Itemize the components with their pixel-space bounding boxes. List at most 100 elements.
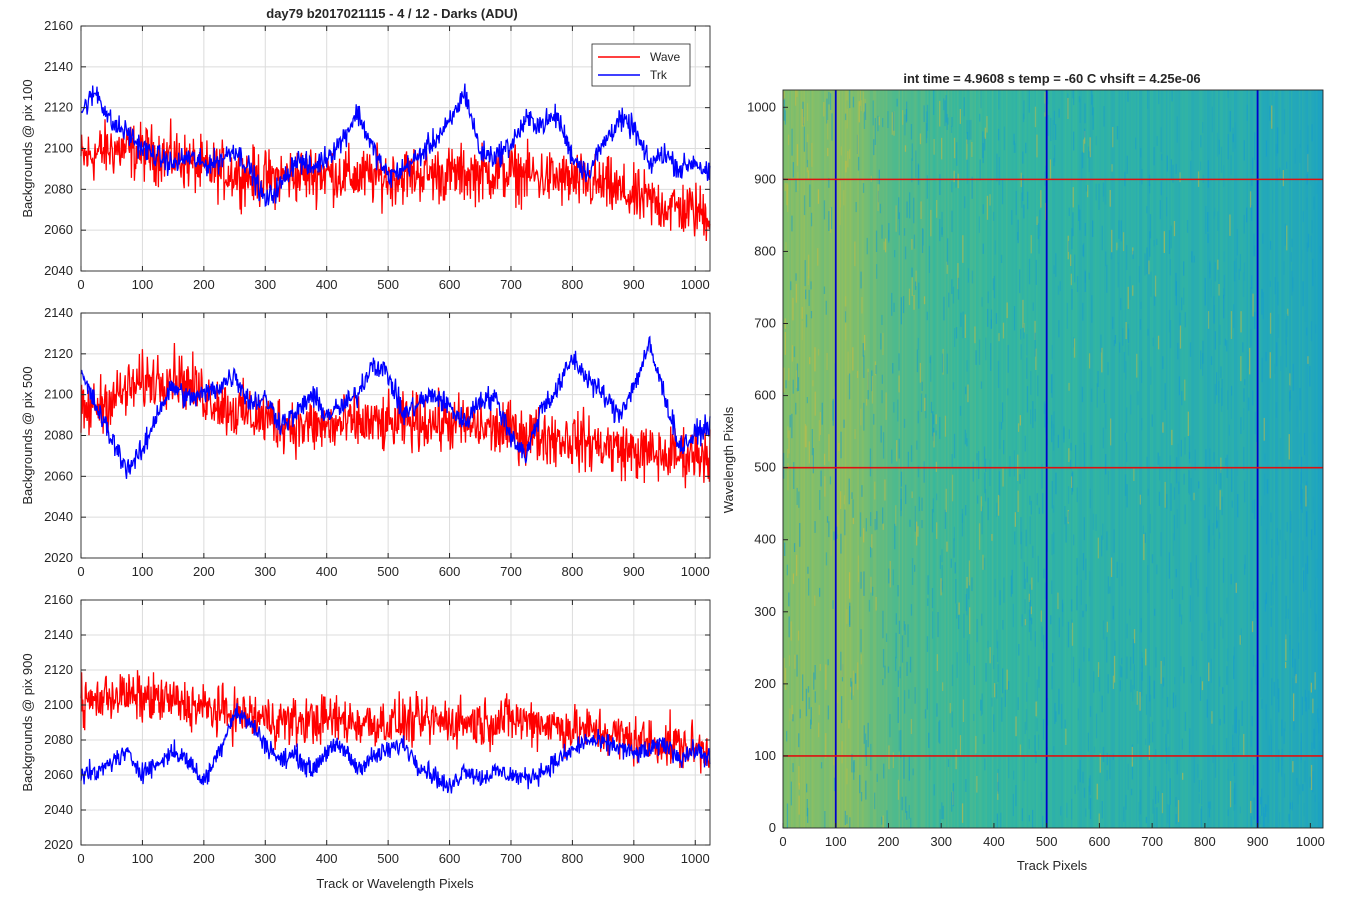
heatmap-column xyxy=(1270,90,1273,828)
heatmap-column xyxy=(1135,90,1138,828)
heatmap-speckle xyxy=(1155,749,1157,758)
heatmap-speckle xyxy=(790,621,792,641)
heatmap-speckle xyxy=(1234,782,1236,805)
heatmap-column xyxy=(1172,90,1175,828)
heatmap-speckle xyxy=(1285,616,1287,640)
heatmap-column xyxy=(1048,90,1051,828)
heatmap-column xyxy=(892,90,895,828)
heatmap-speckle xyxy=(920,393,923,412)
heatmap-speckle xyxy=(1123,352,1125,373)
heatmap-speckle xyxy=(1235,258,1237,273)
heatmap-speckle xyxy=(1302,784,1304,792)
heatmap-column xyxy=(953,90,957,828)
heatmap-speckle xyxy=(1321,498,1323,513)
heatmap-column xyxy=(923,90,926,828)
heatmap-column xyxy=(1282,90,1286,828)
heatmap-speckle xyxy=(991,534,993,541)
heatmap-speckle xyxy=(1136,691,1138,705)
heatmap-column xyxy=(1127,90,1131,828)
heatmap-column xyxy=(849,90,852,828)
heatmap-speckle xyxy=(951,279,953,294)
heatmap-speckle xyxy=(1279,167,1281,176)
heatmap-speckle xyxy=(941,211,943,237)
heatmap-speckle xyxy=(1248,397,1250,411)
heatmap-speckle xyxy=(814,595,816,606)
heatmap-speckle xyxy=(1220,617,1222,627)
heatmap-speckle xyxy=(1162,422,1164,433)
heatmap-column xyxy=(1311,90,1314,828)
heatmap-column xyxy=(1086,90,1089,828)
heatmap-speckle xyxy=(953,137,956,159)
heatmap-speckle xyxy=(981,613,983,626)
heatmap-speckle xyxy=(1101,695,1103,713)
heatmap-column xyxy=(1034,90,1037,828)
heatmap-speckle xyxy=(1001,422,1003,430)
heatmap-speckle xyxy=(982,131,984,158)
heatmap-speckle xyxy=(1177,443,1179,467)
heatmap-speckle xyxy=(908,689,910,699)
heatmap-speckle xyxy=(828,521,830,538)
heatmap-column xyxy=(1055,90,1058,828)
heatmap-speckle xyxy=(936,493,938,501)
heatmap-speckle xyxy=(1076,566,1078,588)
heatmap-speckle xyxy=(1028,739,1030,750)
heatmap-speckle xyxy=(1028,655,1030,677)
heatmap-speckle xyxy=(1149,675,1151,702)
heatmap-speckle xyxy=(880,425,882,443)
heatmap-speckle xyxy=(1226,597,1228,614)
heatmap-column xyxy=(893,90,896,828)
heatmap-speckle xyxy=(1249,347,1251,375)
heatmap-speckle xyxy=(1071,599,1073,611)
heatmap-column xyxy=(1268,90,1271,828)
heatmap-speckle xyxy=(935,424,937,436)
heatmap-speckle xyxy=(1011,210,1013,225)
heatmap-speckle xyxy=(1076,276,1079,292)
heatmap-speckle xyxy=(1218,532,1221,539)
heatmap-speckle xyxy=(865,740,868,766)
heatmap-speckle xyxy=(795,273,797,281)
heatmap-x-tick-label: 800 xyxy=(1194,834,1216,849)
heatmap-speckle xyxy=(976,776,978,793)
heatmap-speckle xyxy=(1053,411,1055,436)
x-tick-label: 300 xyxy=(254,564,276,579)
heatmap-speckle xyxy=(1184,437,1186,455)
heatmap-column xyxy=(1276,90,1279,828)
heatmap-speckle xyxy=(1028,258,1031,285)
heatmap-speckle xyxy=(881,314,883,325)
heatmap-column xyxy=(920,90,923,828)
heatmap-speckle xyxy=(1157,791,1159,803)
heatmap-speckle xyxy=(844,509,846,536)
heatmap-speckle xyxy=(908,756,910,781)
heatmap-speckle xyxy=(795,283,797,303)
heatmap-column xyxy=(855,90,858,828)
heatmap-speckle xyxy=(911,558,914,585)
heatmap-speckle xyxy=(1126,244,1128,271)
heatmap-column xyxy=(1080,90,1083,828)
heatmap-speckle xyxy=(1176,116,1178,143)
heatmap-speckle xyxy=(881,816,883,825)
heatmap-speckle xyxy=(1222,619,1224,639)
heatmap-speckle xyxy=(1021,808,1023,822)
heatmap-speckle xyxy=(927,598,929,606)
heatmap-speckle xyxy=(805,688,808,717)
heatmap-speckle xyxy=(923,461,925,483)
heatmap-speckle xyxy=(1175,272,1177,296)
heatmap-speckle xyxy=(1076,585,1078,611)
heatmap-speckle xyxy=(911,267,913,278)
heatmap-speckle xyxy=(792,714,794,722)
heatmap-speckle xyxy=(1279,529,1281,541)
heatmap-x-tick-label: 200 xyxy=(878,834,900,849)
heatmap-speckle xyxy=(1082,610,1084,618)
heatmap-speckle xyxy=(1294,658,1296,676)
heatmap-column xyxy=(991,90,994,828)
heatmap-speckle xyxy=(1119,680,1121,692)
heatmap-speckle xyxy=(1162,356,1164,370)
heatmap-speckle xyxy=(1068,240,1070,252)
heatmap-speckle xyxy=(1002,668,1004,694)
heatmap-speckle xyxy=(1151,414,1153,427)
x-tick-label: 0 xyxy=(77,564,84,579)
heatmap-speckle xyxy=(1295,592,1297,600)
heatmap-column xyxy=(1094,90,1097,828)
heatmap-speckle xyxy=(790,281,792,291)
heatmap-speckle xyxy=(1189,595,1191,622)
